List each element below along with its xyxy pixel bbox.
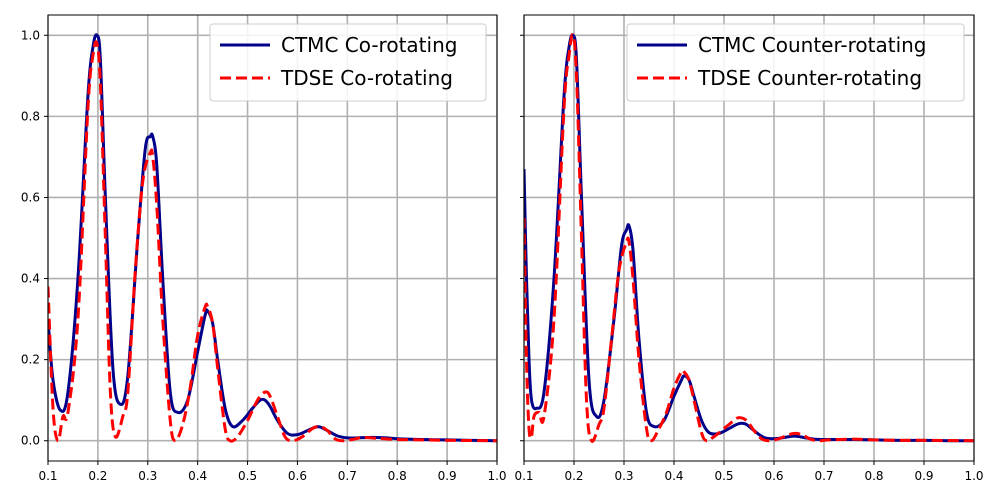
left-panel-co-rotating: 0.1 0.2 0.3 0.4 0.5 0.6 0.7 0.8 0.9 1.0 0.0 0.2 0.4 0… bbox=[21, 14, 507, 483]
x-tick-label: 0.9 bbox=[914, 469, 933, 483]
y-tick-label: 0.2 bbox=[21, 353, 40, 367]
x-tick-label: 0.4 bbox=[188, 469, 207, 483]
x-tick-label: 0.9 bbox=[438, 469, 457, 483]
legend-label: TDSE Counter-rotating bbox=[697, 66, 922, 90]
legend-label: CTMC Counter-rotating bbox=[698, 33, 927, 57]
x-tick-label: 0.2 bbox=[88, 469, 107, 483]
x-tick-label: 0.1 bbox=[514, 469, 533, 483]
x-tick-label: 0.6 bbox=[764, 469, 783, 483]
legend-box bbox=[209, 23, 487, 102]
legend-box bbox=[626, 23, 965, 102]
x-tick-label: 0.8 bbox=[864, 469, 883, 483]
x-tick-label: 0.1 bbox=[38, 469, 57, 483]
axes-frame bbox=[47, 14, 498, 462]
x-tick-label: 1.0 bbox=[964, 469, 983, 483]
x-tick-label: 0.3 bbox=[138, 469, 157, 483]
x-tick-label: 0.8 bbox=[388, 469, 407, 483]
x-tick-label: 0.7 bbox=[814, 469, 833, 483]
legend: CTMC Co-rotating TDSE Co-rotating bbox=[209, 23, 487, 102]
x-tick-label: 1.0 bbox=[487, 469, 506, 483]
x-tick-label: 0.5 bbox=[238, 469, 257, 483]
series-line-tdse-co-rotating bbox=[48, 40, 497, 443]
x-tick-label: 0.5 bbox=[714, 469, 733, 483]
legend-label: TDSE Co-rotating bbox=[280, 66, 453, 90]
y-tick-label: 0.6 bbox=[21, 190, 40, 204]
x-tick-label: 0.4 bbox=[664, 469, 683, 483]
right-panel-counter-rotating: 0.1 0.2 0.3 0.4 0.5 0.6 0.7 0.8 0.9 1.0 CTMC Count… bbox=[514, 14, 984, 483]
legend: CTMC Counter-rotating TDSE Counter-rotati… bbox=[626, 23, 965, 102]
series-line-tdse-counter-rotating bbox=[524, 33, 974, 443]
legend-label: CTMC Co-rotating bbox=[281, 33, 457, 57]
x-tick-label: 0.3 bbox=[614, 469, 633, 483]
x-tick-label: 0.6 bbox=[288, 469, 307, 483]
x-tick-label: 0.2 bbox=[564, 469, 583, 483]
x-tick-label: 0.7 bbox=[338, 469, 357, 483]
y-tick-label: 0.4 bbox=[21, 272, 40, 286]
axes-frame bbox=[523, 14, 975, 462]
y-tick-label: 0.8 bbox=[21, 109, 40, 123]
y-tick-label: 1.0 bbox=[21, 28, 40, 42]
y-tick-label: 0.0 bbox=[21, 434, 40, 448]
